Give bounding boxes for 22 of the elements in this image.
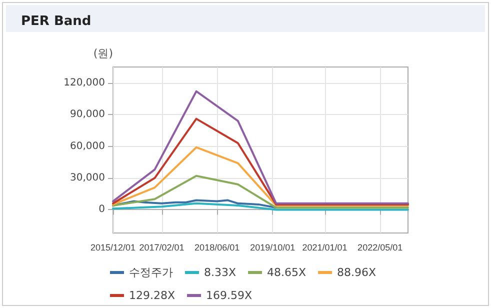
legend-label: 129.28X [129, 289, 176, 302]
y-tick-label: 30,000 [70, 172, 105, 184]
x-tick-label: 2017/02/01 [139, 242, 184, 252]
legend-label: 48.65X [267, 266, 307, 279]
y-tick-label: 0 [98, 204, 105, 216]
x-tick-label: 2021/01/01 [302, 242, 348, 252]
chart-title: PER Band [21, 14, 92, 29]
x-tick-label: 2018/06/01 [194, 242, 240, 252]
x-tick-label: 2015/12/01 [90, 242, 136, 252]
x-tick-label: 2022/05/01 [358, 242, 403, 252]
line-series [112, 118, 409, 206]
legend-label: 수정주가 [129, 266, 173, 279]
line-series [112, 146, 409, 207]
y-axis-title: (원) [93, 47, 113, 60]
y-tick-label: 120,000 [64, 77, 105, 88]
legend-label: 88.96X [337, 266, 377, 279]
x-tick-label: 2019/10/01 [250, 242, 296, 252]
y-tick-label: 90,000 [70, 109, 105, 120]
line-series [112, 90, 409, 204]
legend-label: 8.33X [204, 266, 236, 279]
legend-label: 169.59X [206, 289, 253, 302]
y-tick-label: 60,000 [70, 140, 105, 152]
